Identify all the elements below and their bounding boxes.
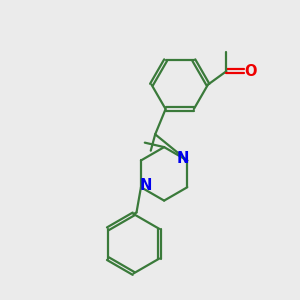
Text: O: O: [244, 64, 256, 79]
Text: N: N: [140, 178, 152, 193]
Text: N: N: [176, 152, 189, 166]
